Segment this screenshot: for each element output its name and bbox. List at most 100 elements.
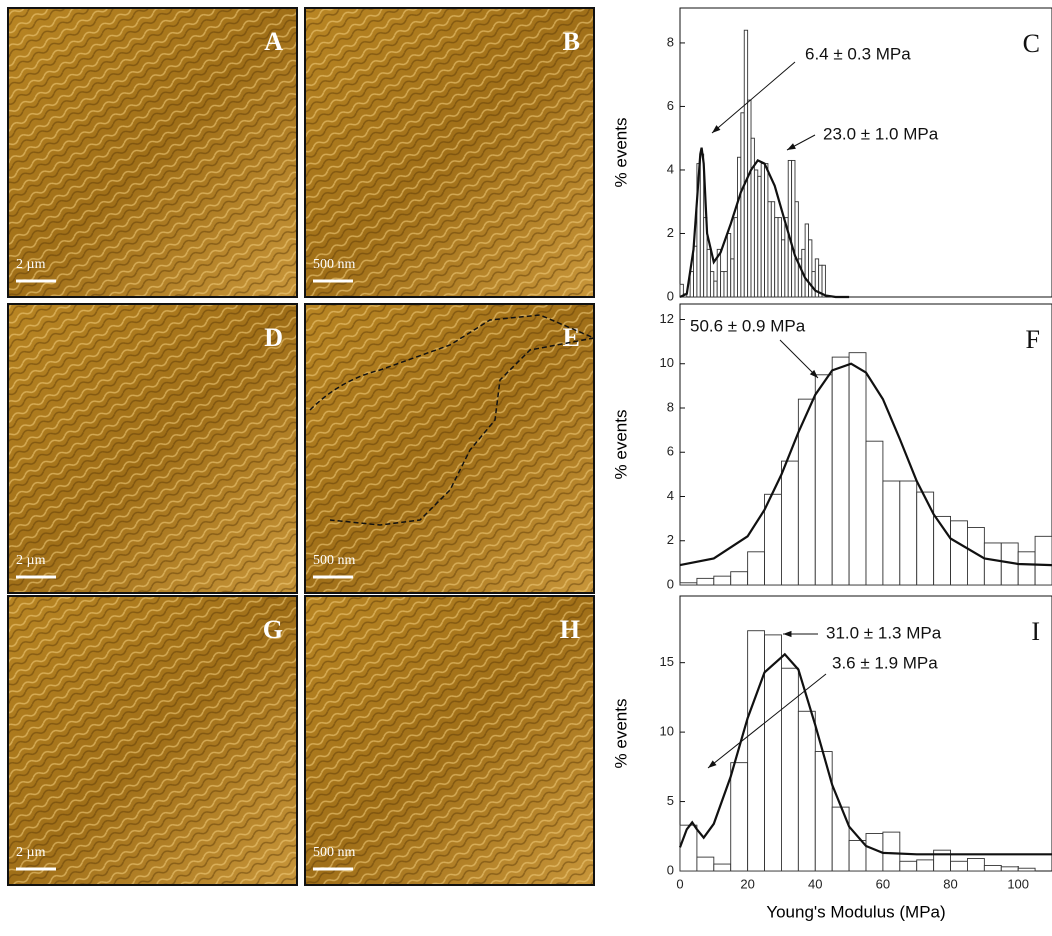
panel-label: F <box>1026 325 1040 354</box>
arrow-head <box>708 760 717 768</box>
scale-label: 500 nm <box>313 845 356 860</box>
bar <box>713 863 732 872</box>
y-tick-label: 10 <box>660 724 674 739</box>
bar <box>753 169 759 298</box>
bar <box>679 824 698 872</box>
annotation: 6.4 ± 0.3 MPa <box>805 44 911 63</box>
bar <box>747 99 752 298</box>
bar <box>696 856 715 872</box>
plot-frame <box>679 7 1052 298</box>
bar <box>747 630 765 872</box>
scale-label: 2 µm <box>16 845 46 860</box>
y-tick-label: 8 <box>667 34 674 49</box>
panel-label: C <box>1023 29 1040 58</box>
y-tick-label: 2 <box>667 532 674 547</box>
bar <box>720 271 725 298</box>
bar <box>797 710 816 872</box>
afm-texture <box>306 305 593 592</box>
x-tick-label: 100 <box>1007 876 1029 891</box>
afm-texture <box>9 9 296 296</box>
bar <box>967 858 985 872</box>
bar <box>848 839 867 872</box>
bar <box>713 280 718 298</box>
afm-texture <box>306 9 593 296</box>
bar <box>1017 551 1036 586</box>
y-tick-label: 2 <box>667 225 674 240</box>
bar <box>733 217 738 298</box>
bar <box>743 29 749 298</box>
bar <box>774 217 779 298</box>
bar <box>916 859 935 872</box>
bar <box>983 864 1002 872</box>
annotation: 3.6 ± 1.9 MPa <box>832 653 938 672</box>
panel-label: I <box>1031 617 1040 646</box>
annotation-arrow <box>707 673 827 769</box>
bar <box>811 271 816 298</box>
bar <box>767 201 772 298</box>
x-tick-label: 40 <box>808 876 822 891</box>
bar <box>726 233 732 298</box>
bar <box>737 156 742 298</box>
bar <box>1017 867 1036 872</box>
x-tick-label: 80 <box>943 876 957 891</box>
bar <box>747 551 765 586</box>
scale-label: 500 nm <box>313 553 356 568</box>
y-tick-label: 6 <box>667 98 674 113</box>
bar <box>699 153 705 298</box>
bar <box>696 577 715 586</box>
y-tick-label: 15 <box>660 654 674 669</box>
bar <box>679 582 698 586</box>
y-axis-label: % events <box>611 118 630 188</box>
fit-curve <box>679 362 1052 567</box>
annotation: 23.0 ± 1.0 MPa <box>823 124 939 143</box>
y-tick-label: 5 <box>667 793 674 808</box>
scale-label: 2 µm <box>16 553 46 568</box>
bar <box>831 806 850 872</box>
bar <box>706 248 711 298</box>
bar <box>899 480 918 586</box>
bar <box>1034 535 1052 586</box>
region-outline <box>309 314 595 526</box>
bar <box>865 440 884 586</box>
bar <box>764 163 769 298</box>
scale-label: 500 nm <box>313 257 356 272</box>
scale-label: 2 µm <box>16 257 46 272</box>
y-axis-label: % events <box>611 699 630 769</box>
y-tick-label: 0 <box>667 576 674 591</box>
bar <box>882 480 901 586</box>
bar <box>730 258 735 298</box>
y-tick-label: 12 <box>660 311 674 326</box>
bar <box>757 175 762 298</box>
bar <box>750 137 755 298</box>
bar <box>709 271 715 298</box>
annotation: 31.0 ± 1.3 MPa <box>826 623 942 642</box>
y-axis-label: % events <box>611 410 630 480</box>
arrow-head <box>712 125 721 133</box>
annotation-arrow <box>711 61 796 134</box>
annotation: 50.6 ± 0.9 MPa <box>690 316 806 335</box>
bar <box>1000 866 1019 872</box>
bar <box>808 239 813 298</box>
panel-label: G <box>263 615 283 644</box>
x-tick-label: 60 <box>876 876 890 891</box>
bar <box>713 575 732 586</box>
fit-curve <box>678 652 1052 856</box>
bar <box>950 860 968 872</box>
bar <box>950 520 968 586</box>
bar <box>764 493 782 586</box>
bar <box>787 159 793 298</box>
y-tick-label: 10 <box>660 355 674 370</box>
bar <box>804 223 809 298</box>
panel-label: D <box>264 323 283 352</box>
y-tick-label: 8 <box>667 399 674 414</box>
bar <box>848 352 867 586</box>
y-tick-label: 0 <box>667 862 674 877</box>
y-tick-label: 4 <box>667 161 674 176</box>
y-tick-label: 0 <box>667 288 674 303</box>
bar <box>730 762 749 872</box>
afm-texture <box>306 597 593 884</box>
fit-curve <box>679 147 850 299</box>
annotation-arrow <box>779 339 819 379</box>
bar <box>916 491 935 586</box>
